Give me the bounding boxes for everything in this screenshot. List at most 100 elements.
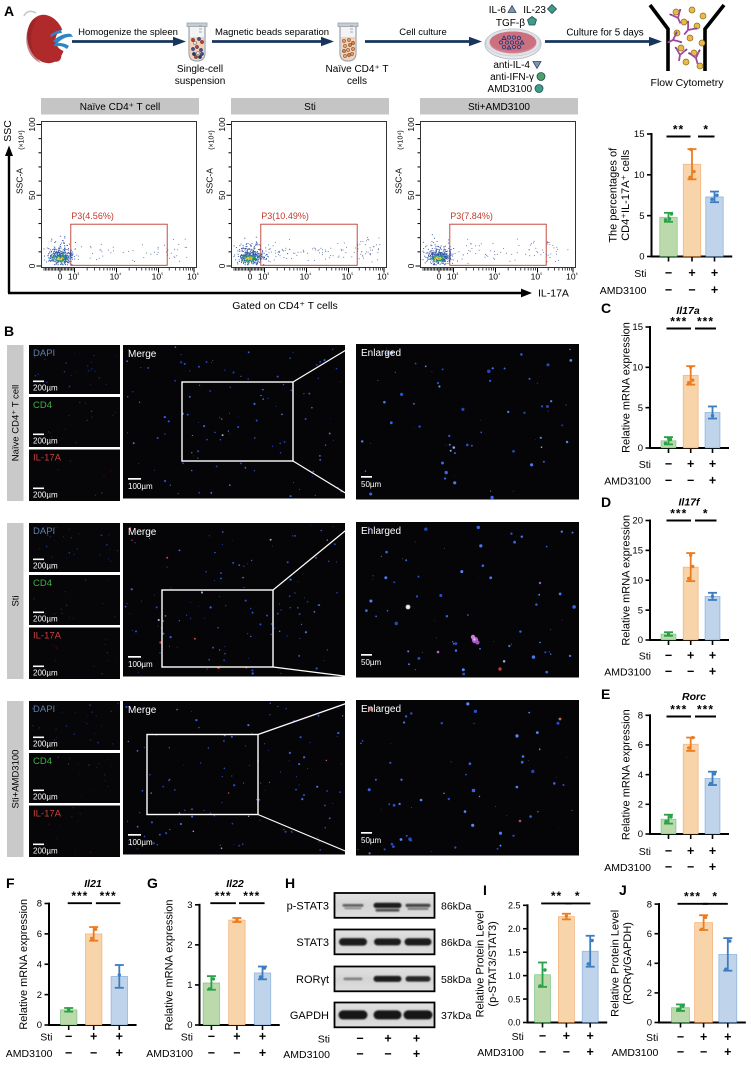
svg-text:+: +	[711, 283, 718, 297]
svg-text:50: 50	[406, 190, 416, 200]
svg-text:anti-IL-4: anti-IL-4	[493, 60, 530, 71]
svg-text:A: A	[4, 3, 14, 19]
svg-text:−: −	[665, 266, 672, 280]
svg-text:IL-17A: IL-17A	[33, 631, 62, 642]
svg-text:CD4: CD4	[33, 756, 52, 767]
svg-text:+: +	[413, 1047, 420, 1061]
svg-text:Cell culture: Cell culture	[399, 27, 447, 38]
svg-text:P3(10.49%): P3(10.49%)	[261, 211, 309, 221]
svg-text:DAPI: DAPI	[33, 704, 55, 715]
svg-text:DAPI: DAPI	[33, 348, 55, 359]
svg-text:AMD3100: AMD3100	[612, 1047, 659, 1059]
svg-text:SSC-A: SSC-A	[15, 168, 25, 194]
svg-text:*: *	[575, 889, 581, 903]
svg-text:Magnetic beads separation: Magnetic beads separation	[215, 27, 329, 38]
svg-text:Homogenize the spleen: Homogenize the spleen	[78, 27, 178, 38]
svg-text:−: −	[700, 1045, 707, 1059]
svg-text:1: 1	[187, 980, 192, 991]
svg-text:AMD3100: AMD3100	[488, 84, 533, 95]
svg-text:Naïve CD4⁺ T cell: Naïve CD4⁺ T cell	[11, 385, 22, 461]
svg-text:0.0: 0.0	[508, 1018, 521, 1028]
svg-text:0: 0	[406, 263, 416, 268]
svg-text:200µm: 200µm	[33, 384, 58, 393]
svg-text:+: +	[90, 1030, 97, 1044]
svg-text:+: +	[687, 457, 694, 471]
svg-text:200µm: 200µm	[33, 669, 58, 678]
svg-text:+: +	[709, 474, 716, 488]
svg-text:G: G	[147, 875, 158, 891]
svg-text:−: −	[539, 1045, 546, 1059]
svg-text:4: 4	[647, 959, 652, 970]
svg-text:+: +	[259, 1030, 266, 1044]
svg-text:IL-17A: IL-17A	[33, 809, 62, 820]
svg-text:0: 0	[638, 635, 643, 646]
svg-text:+: +	[709, 844, 716, 858]
svg-text:The percentages of: The percentages of	[607, 147, 619, 243]
svg-text:AMD3100: AMD3100	[283, 1049, 330, 1061]
svg-text:Sti+AMD3100: Sti+AMD3100	[468, 102, 530, 113]
svg-text:+: +	[233, 1030, 240, 1044]
svg-text:0: 0	[37, 1020, 42, 1031]
svg-text:***: ***	[215, 889, 232, 903]
svg-text:P3(4.56%): P3(4.56%)	[71, 211, 114, 221]
svg-text:Sti: Sti	[304, 102, 316, 113]
svg-text:SSC-A: SSC-A	[394, 168, 404, 194]
svg-text:Sti+AMD3100: Sti+AMD3100	[11, 750, 22, 809]
svg-text:8: 8	[647, 899, 652, 910]
svg-text:100µm: 100µm	[128, 838, 153, 847]
svg-text:6: 6	[647, 929, 652, 940]
svg-text:5: 5	[638, 605, 643, 616]
svg-text:58kDa: 58kDa	[441, 974, 472, 986]
svg-text:10⁴: 10⁴	[300, 272, 312, 282]
svg-text:10: 10	[634, 170, 645, 181]
svg-text:AMD3100: AMD3100	[604, 667, 651, 679]
svg-text:−: −	[665, 665, 672, 679]
svg-text:Sti: Sti	[639, 846, 651, 858]
svg-text:Merge: Merge	[128, 349, 157, 360]
svg-text:0: 0	[437, 272, 442, 282]
svg-text:200µm: 200µm	[33, 740, 58, 749]
svg-text:−: −	[687, 665, 694, 679]
svg-text:100µm: 100µm	[128, 482, 153, 491]
svg-text:6: 6	[638, 740, 643, 751]
svg-text:8: 8	[37, 899, 42, 910]
svg-text:I: I	[483, 882, 487, 898]
svg-text:15: 15	[634, 129, 645, 140]
svg-text:10⁶: 10⁶	[377, 272, 389, 282]
svg-text:+: +	[711, 266, 718, 280]
svg-text:+: +	[709, 649, 716, 663]
svg-text:−: −	[677, 1045, 684, 1059]
svg-text:100µm: 100µm	[128, 660, 153, 669]
svg-text:CD4: CD4	[33, 400, 52, 411]
svg-text:100: 100	[27, 117, 37, 131]
svg-text:Single-cell: Single-cell	[177, 64, 223, 75]
svg-text:−: −	[677, 1030, 684, 1044]
svg-text:+: +	[413, 1031, 420, 1045]
svg-text:200µm: 200µm	[33, 562, 58, 571]
svg-text:−: −	[665, 844, 672, 858]
svg-text:Relative mRNA expression: Relative mRNA expression	[18, 899, 30, 1030]
svg-text:Relative mRNA expression: Relative mRNA expression	[620, 515, 632, 646]
svg-text:**: **	[551, 889, 562, 903]
svg-text:2.0: 2.0	[508, 924, 521, 934]
svg-text:Enlarged: Enlarged	[361, 348, 401, 359]
svg-text:−: −	[384, 1047, 391, 1061]
svg-text:1.0: 1.0	[508, 971, 521, 981]
svg-text:200µm: 200µm	[33, 847, 58, 856]
svg-text:+: +	[563, 1029, 570, 1043]
svg-text:1.5: 1.5	[508, 947, 521, 957]
svg-text:D: D	[601, 494, 611, 510]
svg-text:+: +	[687, 844, 694, 858]
svg-text:−: −	[665, 457, 672, 471]
svg-text:4: 4	[638, 770, 643, 781]
svg-text:0: 0	[27, 263, 37, 268]
svg-text:10⁶: 10⁶	[187, 272, 199, 282]
svg-text:−: −	[233, 1046, 240, 1060]
svg-text:anti-IFN-γ: anti-IFN-γ	[490, 72, 534, 83]
svg-text:*: *	[703, 506, 709, 520]
svg-text:IL-17A: IL-17A	[33, 453, 62, 464]
svg-text:cells: cells	[347, 76, 367, 87]
svg-text:CD4: CD4	[33, 578, 52, 589]
svg-text:8: 8	[638, 711, 643, 722]
svg-text:100: 100	[217, 117, 227, 131]
